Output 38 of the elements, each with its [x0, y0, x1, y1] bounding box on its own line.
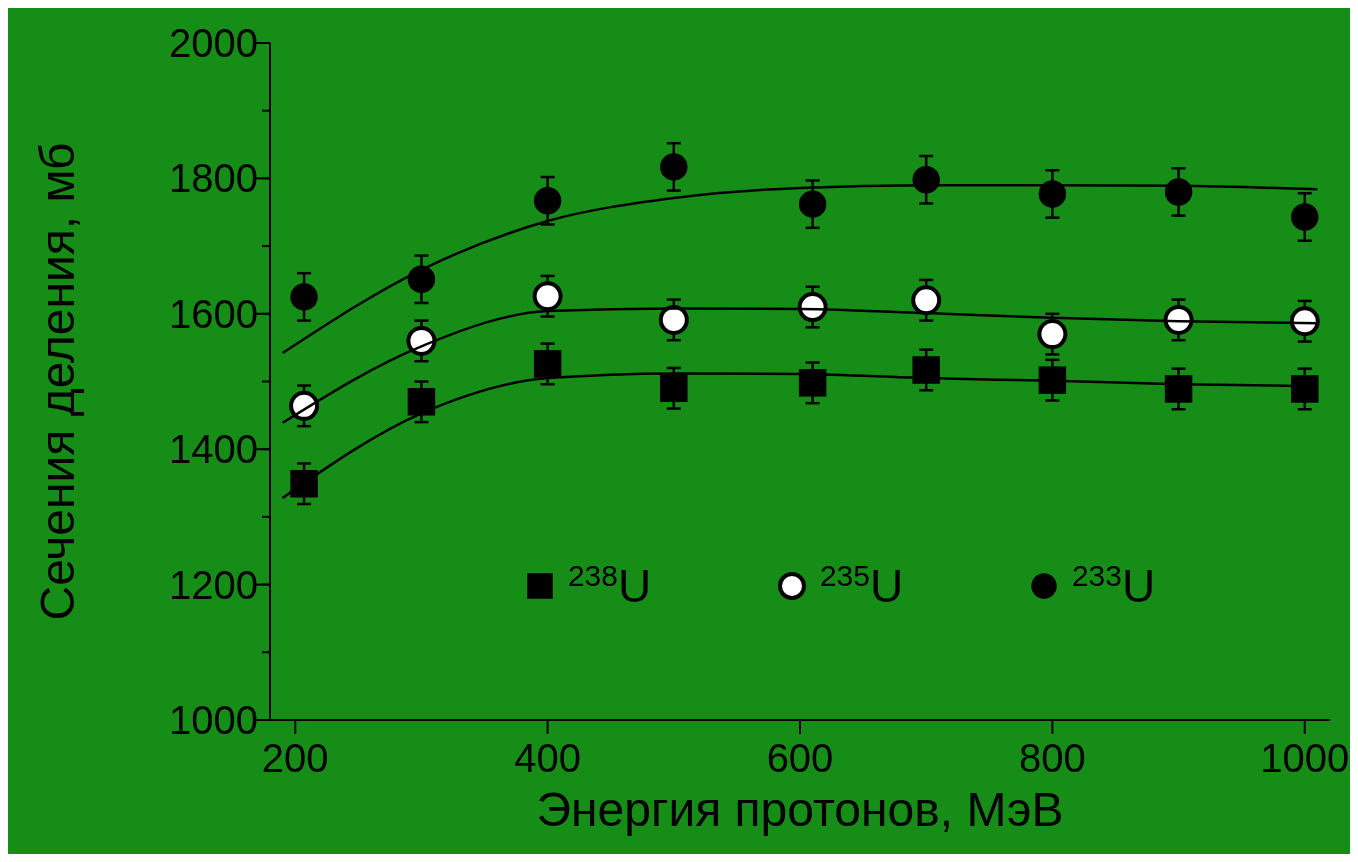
point — [533, 350, 562, 378]
point — [533, 186, 562, 215]
y-tick-label: 1800 — [169, 156, 258, 201]
y-tick-label: 1400 — [169, 427, 258, 472]
x-tick-label: 600 — [766, 736, 834, 780]
point — [912, 356, 940, 384]
point — [407, 265, 436, 294]
y-tick-label: 1000 — [169, 698, 258, 742]
legend-label: $^{233}$U — [1072, 558, 1156, 612]
x-axis-title: Энергия протонов, МэВ — [536, 783, 1064, 836]
y-tick-label: 2000 — [169, 21, 258, 65]
point — [290, 283, 318, 311]
x-tick-label: 1000 — [1260, 736, 1350, 780]
point — [660, 374, 688, 403]
point — [1291, 375, 1319, 403]
legend-label: $^{238}$U — [568, 558, 652, 612]
y-axis-title: Сечения деления, мб — [31, 142, 84, 621]
point — [1291, 203, 1319, 231]
point — [1037, 319, 1068, 350]
x-tick-label: 400 — [514, 736, 581, 780]
y-tick-label: 1600 — [169, 291, 258, 336]
point — [1289, 306, 1320, 337]
x-tick-label: 800 — [1019, 736, 1086, 780]
legend-label: $^{235}$U — [820, 558, 904, 612]
y-tick-label: 1200 — [169, 562, 258, 607]
point — [407, 388, 436, 416]
point — [911, 285, 942, 316]
point — [798, 369, 827, 397]
point — [658, 304, 689, 335]
point — [1038, 180, 1067, 208]
x-tick-label: 200 — [261, 736, 329, 780]
point — [1038, 366, 1067, 394]
point — [660, 153, 688, 181]
point — [912, 166, 940, 194]
point — [1164, 375, 1193, 403]
point — [798, 190, 827, 218]
point — [532, 281, 563, 312]
point — [1164, 178, 1193, 206]
